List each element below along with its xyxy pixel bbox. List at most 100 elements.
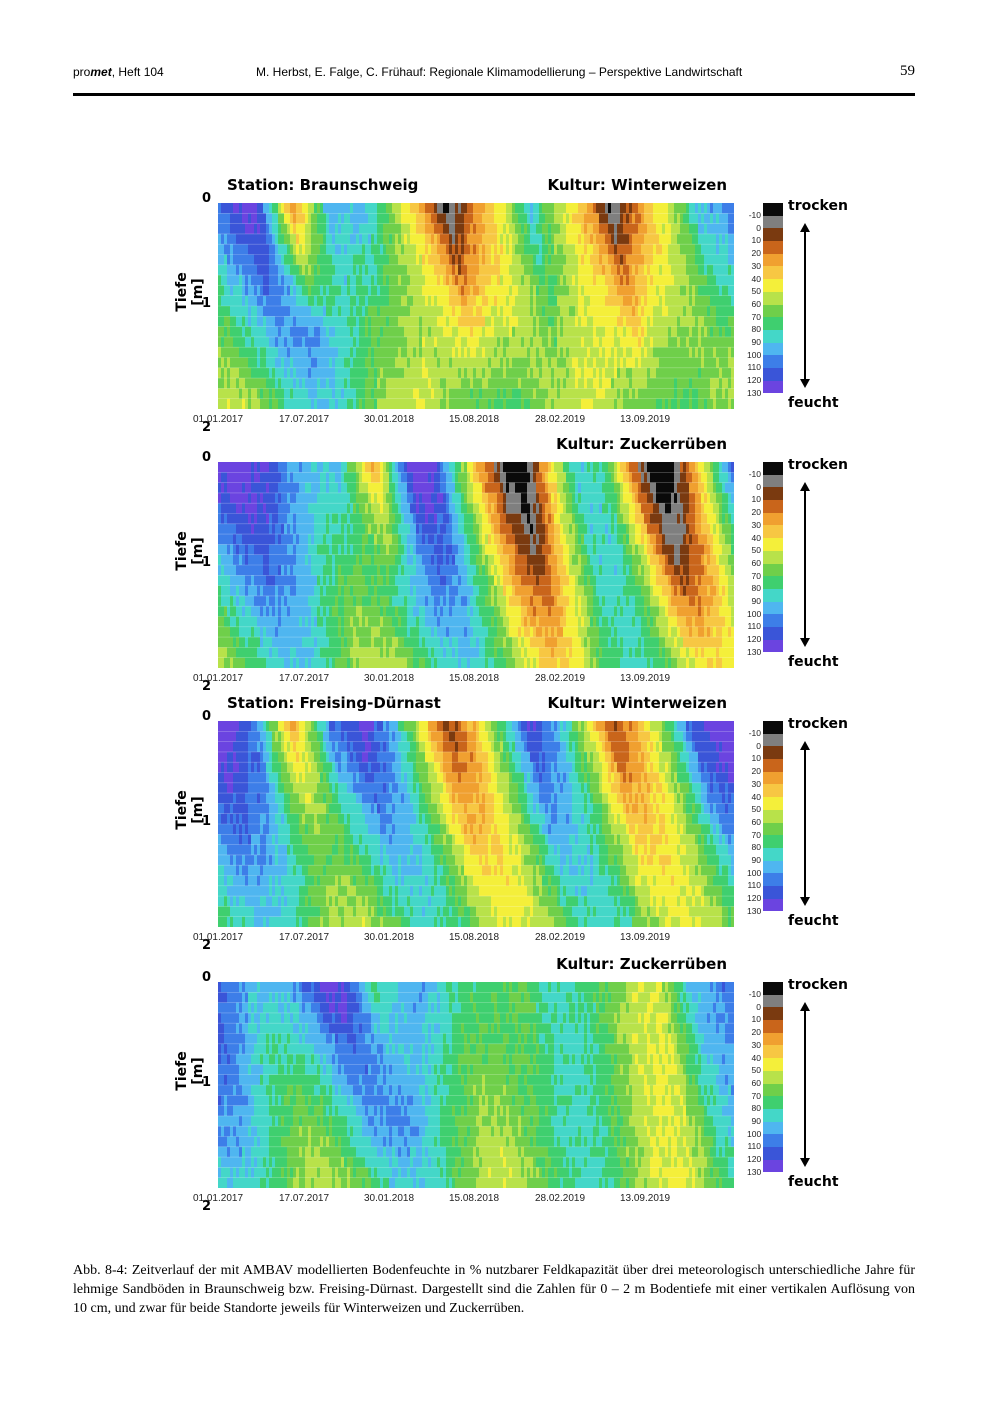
y-tick-label: 0 xyxy=(202,191,212,206)
x-tick-label: 28.02.2019 xyxy=(534,673,586,684)
colorbar-label: 70 xyxy=(751,1090,761,1101)
dry-label: trocken xyxy=(788,457,848,473)
colorbar-swatch xyxy=(763,588,783,602)
y-axis-label: Tiefe [m] xyxy=(174,1030,206,1100)
colorbar-swatch xyxy=(763,563,783,577)
colorbar-label: 20 xyxy=(751,507,761,518)
colorbar-swatch xyxy=(763,538,783,551)
x-tick-label: 30.01.2018 xyxy=(363,932,415,943)
colorbar-swatch xyxy=(763,329,783,343)
colorbar-swatch xyxy=(763,746,783,760)
colorbar-swatch xyxy=(763,550,783,564)
y-axis-label-text: Tiefe [m] xyxy=(174,272,206,312)
x-tick-label: 30.01.2018 xyxy=(363,673,415,684)
colorbar-label: 50 xyxy=(751,804,761,815)
colorbar-label: 100 xyxy=(747,608,762,619)
y-axis-label: Tiefe [m] xyxy=(174,251,206,321)
colorbar xyxy=(763,203,783,406)
colorbar-label: 90 xyxy=(751,337,761,347)
colorbar-label: 0 xyxy=(756,1001,761,1012)
x-tick-label: 15.08.2018 xyxy=(448,932,500,943)
journal-name: promet, Heft 104 xyxy=(73,65,164,79)
colorbar-swatch xyxy=(763,822,783,836)
colorbar-label: 30 xyxy=(751,778,761,789)
colorbar-swatch xyxy=(763,885,783,899)
colorbar-label: 130 xyxy=(747,905,762,916)
colorbar-swatch xyxy=(763,355,783,368)
colorbar-swatch xyxy=(763,215,783,229)
colorbar-label: 20 xyxy=(751,766,761,777)
y-axis-label-text: Tiefe [m] xyxy=(174,531,206,571)
colorbar-swatch xyxy=(763,279,783,292)
x-tick-label: 17.07.2017 xyxy=(278,932,330,943)
colorbar-label: 0 xyxy=(756,481,761,492)
colorbar-label: 80 xyxy=(751,583,761,594)
colorbar-label: 80 xyxy=(751,1103,761,1114)
soil-moisture-heatmap xyxy=(218,462,734,668)
colorbar-label: 50 xyxy=(751,1065,761,1076)
colorbar-swatch xyxy=(763,1146,783,1160)
x-tick-label: 30.01.2018 xyxy=(363,1193,415,1204)
colorbar-swatch xyxy=(763,626,783,640)
colorbar-swatch xyxy=(763,1070,783,1084)
colorbar-label: 10 xyxy=(751,494,761,505)
colorbar-label: 120 xyxy=(747,1154,762,1165)
dry-label: trocken xyxy=(788,198,848,214)
wet-label: feucht xyxy=(788,395,839,411)
x-tick-label: 01.01.2017 xyxy=(192,414,244,425)
colorbar-label: 40 xyxy=(751,532,761,543)
colorbar-swatch xyxy=(763,1083,783,1097)
colorbar-label: 0 xyxy=(756,222,761,233)
colorbar xyxy=(763,462,783,665)
colorbar-swatch xyxy=(763,317,783,330)
colorbar-swatch xyxy=(763,462,783,475)
colorbar-label: 60 xyxy=(751,557,761,568)
x-tick-label: 13.09.2019 xyxy=(619,414,671,425)
x-tick-label: 17.07.2017 xyxy=(278,673,330,684)
colorbar-label: 130 xyxy=(747,1166,762,1177)
y-tick-label: 2 xyxy=(202,938,212,953)
station-title: Station: Braunschweig xyxy=(227,176,419,194)
colorbar-label: 110 xyxy=(747,621,761,632)
colorbar-swatch xyxy=(763,380,783,394)
y-tick-label: 1 xyxy=(202,296,212,311)
figure-caption: Abb. 8-4: Zeitverlauf der mit AMBAV mode… xyxy=(73,1263,915,1316)
colorbar-label: 90 xyxy=(751,596,761,606)
colorbar-swatch xyxy=(763,1058,783,1071)
y-tick-label: 0 xyxy=(202,450,212,465)
colorbar-label: 120 xyxy=(747,893,762,904)
colorbar-swatch xyxy=(763,601,783,615)
wet-label: feucht xyxy=(788,654,839,670)
y-axis-label-text: Tiefe [m] xyxy=(174,1051,206,1091)
colorbar-label: 110 xyxy=(747,362,761,373)
x-tick-label: 28.02.2019 xyxy=(534,1193,586,1204)
colorbar-label: 90 xyxy=(751,855,761,865)
x-tick-label: 28.02.2019 xyxy=(534,414,586,425)
colorbar-label: 100 xyxy=(747,867,762,878)
colorbar-swatch xyxy=(763,733,783,747)
colorbar-swatch xyxy=(763,721,783,734)
colorbar-label: 110 xyxy=(747,1141,761,1152)
x-tick-label: 17.07.2017 xyxy=(278,1193,330,1204)
colorbar-label: 120 xyxy=(747,634,762,645)
colorbar-swatch xyxy=(763,203,783,216)
colorbar-swatch xyxy=(763,1121,783,1135)
y-tick-label: 0 xyxy=(202,709,212,724)
colorbar-swatch xyxy=(763,1007,783,1021)
y-tick-label: 1 xyxy=(202,1075,212,1090)
x-tick-label: 13.09.2019 xyxy=(619,673,671,684)
colorbar-label: 60 xyxy=(751,298,761,309)
y-axis-label: Tiefe [m] xyxy=(174,769,206,839)
double-arrow-icon xyxy=(800,223,810,388)
y-tick-label: 2 xyxy=(202,1199,212,1214)
colorbar-swatch xyxy=(763,639,783,653)
soil-moisture-heatmap xyxy=(218,203,734,409)
colorbar-label: 30 xyxy=(751,1039,761,1050)
colorbar-label: 20 xyxy=(751,1027,761,1038)
colorbar-label: 40 xyxy=(751,273,761,284)
colorbar-label: 40 xyxy=(751,791,761,802)
colorbar-swatch xyxy=(763,500,783,513)
colorbar-label: 80 xyxy=(751,324,761,335)
colorbar-swatch xyxy=(763,614,783,627)
colorbar-label: 30 xyxy=(751,260,761,271)
